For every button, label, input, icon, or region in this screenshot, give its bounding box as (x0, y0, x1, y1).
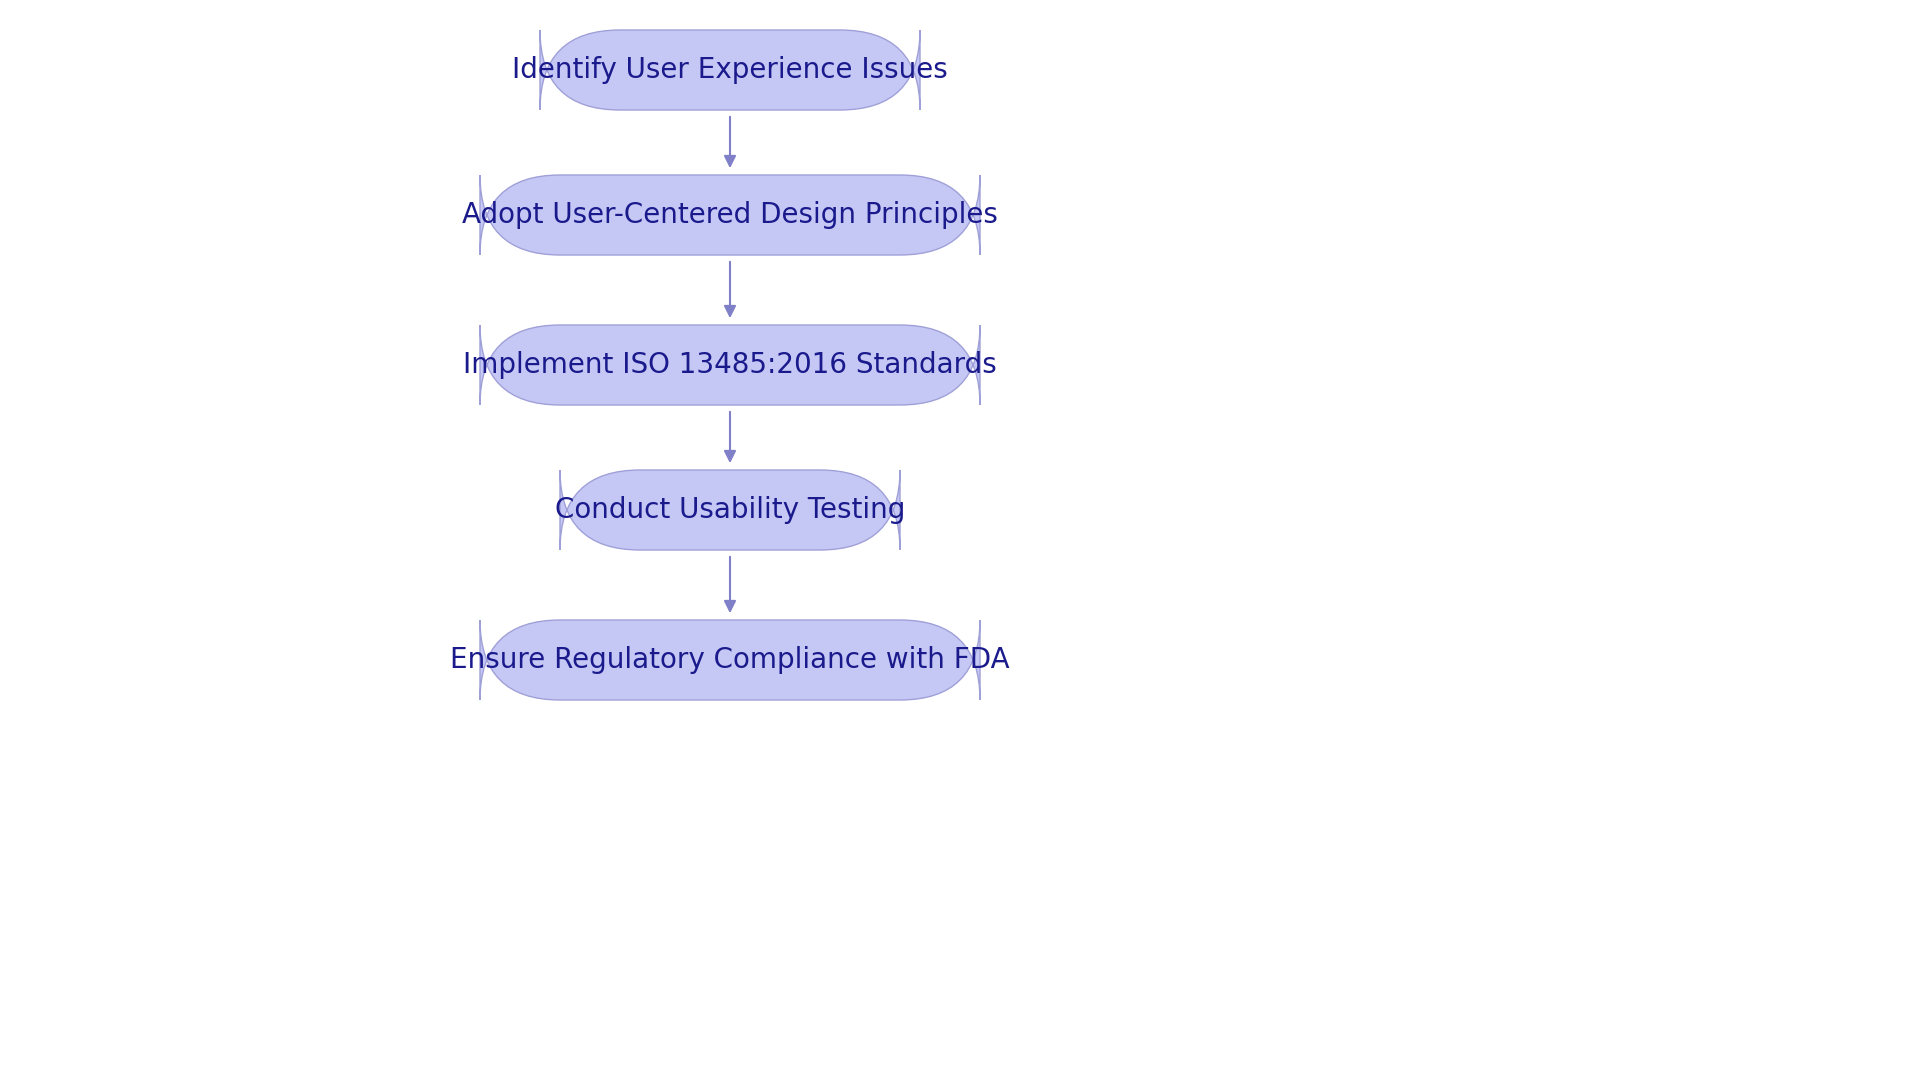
FancyBboxPatch shape (480, 175, 979, 255)
FancyBboxPatch shape (540, 30, 920, 110)
FancyBboxPatch shape (561, 470, 900, 550)
Text: Adopt User-Centered Design Principles: Adopt User-Centered Design Principles (463, 201, 998, 229)
Text: Identify User Experience Issues: Identify User Experience Issues (513, 56, 948, 84)
FancyBboxPatch shape (480, 325, 979, 405)
Text: Implement ISO 13485:2016 Standards: Implement ISO 13485:2016 Standards (463, 351, 996, 379)
Text: Ensure Regulatory Compliance with FDA: Ensure Regulatory Compliance with FDA (449, 645, 1010, 674)
Text: Conduct Usability Testing: Conduct Usability Testing (555, 496, 904, 524)
FancyBboxPatch shape (480, 619, 979, 700)
